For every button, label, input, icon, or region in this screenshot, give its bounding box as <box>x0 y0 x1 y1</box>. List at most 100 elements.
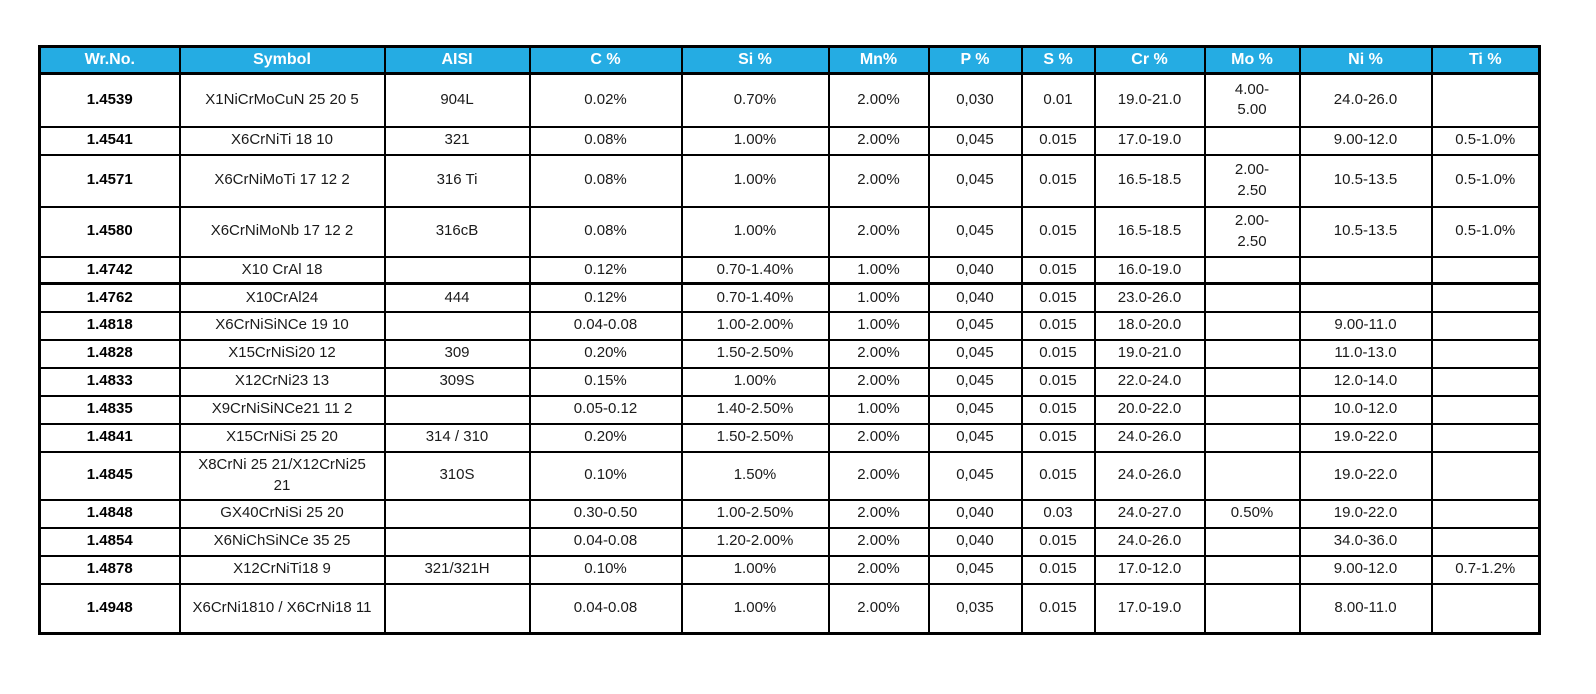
table-cell-ni: 9.00-12.0 <box>1298 554 1433 585</box>
table-cell-mn: 1.00% <box>827 394 930 425</box>
column-header-cr: Cr % <box>1093 45 1206 75</box>
cell-text: 0.015 <box>1039 428 1077 446</box>
cell-text: 9.00-11.0 <box>1334 316 1397 334</box>
table-cell-aisi: 309S <box>383 366 531 397</box>
cell-text: 0.5-1.0% <box>1455 222 1516 240</box>
table-row: 1.4541 X6CrNiTi 18 10 321 0.08% 1.00% 2.00% 0,… <box>38 125 1541 156</box>
table-cell-symbol: X6CrNi1810 / X6CrNi18 11 <box>178 582 386 635</box>
table-cell-mo: 2.00-2.50 <box>1203 205 1301 258</box>
table-cell-ti <box>1430 366 1541 397</box>
table-cell-aisi <box>383 582 531 635</box>
table-cell-p: 0,045 <box>927 125 1023 156</box>
cell-text: 0.015 <box>1039 560 1077 578</box>
cell-text: 1.4742 <box>86 260 133 278</box>
table-cell-aisi: 321/321H <box>383 554 531 585</box>
cell-text: 0.015 <box>1039 171 1077 189</box>
table-cell-symbol: X6CrNiSiNCe 19 10 <box>178 310 386 341</box>
cell-text: 2.00-2.50 <box>1234 161 1270 199</box>
table-cell-si: 0.70-1.40% <box>680 282 830 313</box>
cell-text: 2.00% <box>857 372 900 390</box>
cell-text: 18.0-20.0 <box>1117 316 1182 334</box>
table-cell-s: 0.015 <box>1020 554 1096 585</box>
cell-text: 24.0-27.0 <box>1117 504 1182 522</box>
cell-text: 0.70-1.40% <box>716 260 794 278</box>
cell-text: 9.00-12.0 <box>1333 560 1398 578</box>
table-cell-symbol: X9CrNiSiNCe21 11 2 <box>178 394 386 425</box>
table-cell-wrno: 1.4878 <box>38 554 181 585</box>
cell-text: 309 <box>444 344 470 362</box>
cell-text: 19.0-22.0 <box>1333 428 1398 446</box>
table-cell-c: 0.05-0.12 <box>528 394 683 425</box>
table-cell-cr: 16.5-18.5 <box>1093 205 1206 258</box>
table-cell-ni: 11.0-13.0 <box>1298 338 1433 369</box>
column-header-ni: Ni % <box>1298 45 1433 75</box>
table-cell-si: 1.00% <box>680 205 830 258</box>
table-cell-wrno: 1.4580 <box>38 205 181 258</box>
cell-text: 1.00% <box>733 222 777 240</box>
cell-text: 1.00% <box>733 560 777 578</box>
table-cell-symbol: GX40CrNiSi 25 20 <box>178 498 386 529</box>
table-cell-s: 0.03 <box>1020 498 1096 529</box>
cell-text: 1.50-2.50% <box>716 428 794 446</box>
table-cell-mo <box>1203 310 1301 341</box>
table-cell-mn: 1.00% <box>827 255 930 285</box>
cell-text: 9.00-12.0 <box>1333 131 1398 149</box>
table-cell-si: 1.00% <box>680 125 830 156</box>
table-cell-cr: 17.0-12.0 <box>1093 554 1206 585</box>
cell-text: X9CrNiSiNCe21 11 2 <box>211 400 353 418</box>
cell-text: 0.12% <box>584 288 627 306</box>
table-row: 1.4833 X12CrNi23 13 309S 0.15% 1.00% 2.00% 0,0… <box>38 366 1541 397</box>
cell-text: 2.00% <box>857 504 900 522</box>
table-cell-p: 0,040 <box>927 526 1023 557</box>
cell-text: 1.00% <box>857 400 900 418</box>
cell-text: X15CrNiSi20 12 <box>228 344 336 362</box>
cell-text: 316cB <box>435 222 479 240</box>
table-cell-symbol: X1NiCrMoCuN 25 20 5 <box>178 72 386 128</box>
table-row: 1.4878 X12CrNiTi18 9 321/321H 0.10% 1.00% 2.0… <box>38 554 1541 585</box>
table-cell-c: 0.10% <box>528 450 683 501</box>
cell-text: 2.00% <box>857 131 900 149</box>
cell-text: 0,045 <box>956 131 994 149</box>
cell-text: 2.00% <box>857 599 900 617</box>
table-cell-c: 0.02% <box>528 72 683 128</box>
table-cell-symbol: X12CrNi23 13 <box>178 366 386 397</box>
cell-text: X8CrNi 25 21/X12CrNi25 21 <box>198 456 366 494</box>
table-cell-ni: 9.00-11.0 <box>1298 310 1433 341</box>
table-cell-mn: 2.00% <box>827 526 930 557</box>
table-cell-ni: 10.5-13.5 <box>1298 153 1433 208</box>
table-cell-mn: 2.00% <box>827 498 930 529</box>
table-cell-ti <box>1430 450 1541 501</box>
table-cell-aisi <box>383 255 531 285</box>
table-cell-p: 0,040 <box>927 498 1023 529</box>
cell-text: 1.4845 <box>86 466 133 484</box>
cell-text: 1.20-2.00% <box>716 532 794 550</box>
table-row: 1.4742 X10 CrAl 18 0.12% 0.70-1.40% 1.00% 0,0… <box>38 255 1541 285</box>
table-row: 1.4854 X6NiChSiNCe 35 25 0.04-0.08 1.20-2.0… <box>38 526 1541 557</box>
table-cell-aisi <box>383 394 531 425</box>
table-cell-mn: 2.00% <box>827 366 930 397</box>
table-cell-ti: 0.5-1.0% <box>1430 153 1541 208</box>
table-cell-aisi <box>383 498 531 529</box>
table-cell-p: 0,040 <box>927 282 1023 313</box>
cell-text: 0,040 <box>956 532 994 550</box>
cell-text: 0.01 <box>1043 91 1073 109</box>
cell-text: 0.12% <box>584 260 627 278</box>
cell-text: 0,045 <box>956 171 994 189</box>
cell-text: 0.015 <box>1039 288 1077 306</box>
cell-text: 0,040 <box>956 288 994 306</box>
table-cell-mn: 2.00% <box>827 125 930 156</box>
cell-text: 1.4580 <box>86 222 133 240</box>
table-cell-ti <box>1430 72 1541 128</box>
table-cell-ti <box>1430 498 1541 529</box>
cell-text: X10 CrAl 18 <box>241 260 323 278</box>
table-cell-c: 0.04-0.08 <box>528 582 683 635</box>
table-cell-wrno: 1.4539 <box>38 72 181 128</box>
table-row: 1.4571 X6CrNiMoTi 17 12 2 316 Ti 0.08% 1.00%… <box>38 153 1541 208</box>
cell-text: 0,045 <box>956 222 994 240</box>
cell-text: 0.7-1.2% <box>1455 560 1516 578</box>
cell-text: 2.00% <box>857 171 900 189</box>
cell-text: 1.4835 <box>86 400 133 418</box>
table-cell-c: 0.20% <box>528 422 683 453</box>
cell-text: 2.00% <box>857 532 900 550</box>
cell-text: 1.4854 <box>86 532 133 550</box>
